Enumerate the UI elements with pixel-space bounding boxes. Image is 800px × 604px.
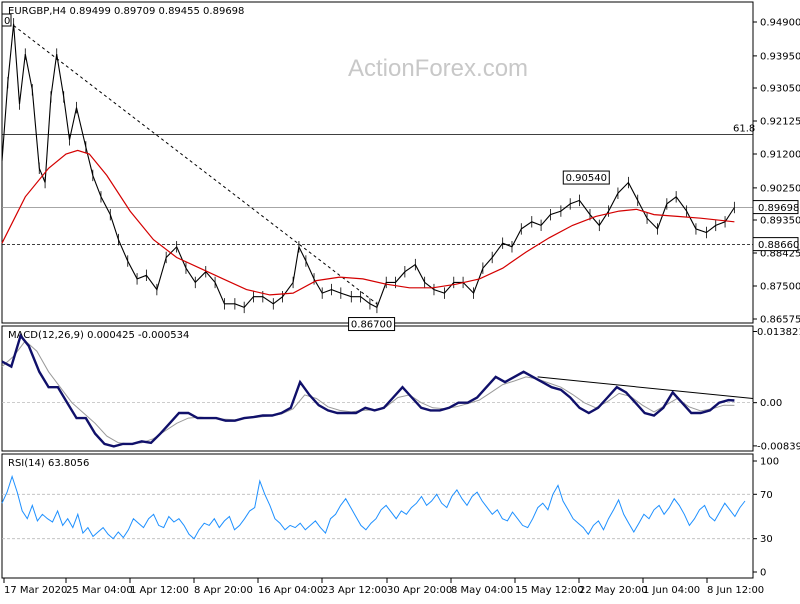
price-label: 0.88660 xyxy=(758,240,799,251)
top-left-marker-box xyxy=(1,13,12,27)
x-tick-label: 25 Mar 04:00 xyxy=(66,585,133,596)
rsi-y-tick-label: 0 xyxy=(760,568,766,579)
rsi-y-tick-label: 30 xyxy=(760,534,773,545)
macd-y-tick-label: 0.013821 xyxy=(757,327,800,338)
main-panel-frame xyxy=(1,1,754,324)
fib-label: 61.8 xyxy=(733,123,755,134)
x-tick-label: 22 May 20:00 xyxy=(579,585,648,596)
x-tick-label: 8 May 04:00 xyxy=(451,585,513,596)
price-line xyxy=(1,23,735,309)
moving-average-line xyxy=(1,149,735,296)
top-left-marker: 0 xyxy=(4,16,10,27)
main-y-tick-label: 0.91200 xyxy=(760,150,800,161)
x-tick-label: 8 Jun 12:00 xyxy=(707,585,764,596)
macd-y-tick-label: 0.00 xyxy=(760,398,782,409)
rsi-layer xyxy=(1,474,753,540)
axis-layer: 0.94900 0.93950 0.93050 0.92125 0.91200 0.902… xyxy=(3,18,800,596)
annotation-box xyxy=(348,317,396,332)
main-y-tick-label: 0.93950 xyxy=(760,51,800,62)
annotation-box xyxy=(562,170,610,185)
main-layer: 0.90540 0.86700 xyxy=(1,18,753,332)
main-y-tick-label: 0.90250 xyxy=(760,183,800,194)
rsi-label: RSI(14) 63.8056 xyxy=(8,458,89,469)
macd-line xyxy=(1,333,735,448)
watermark: ActionForex.com xyxy=(348,55,528,82)
macd-layer xyxy=(1,333,754,448)
macd-y-tick-label: -0.008397 xyxy=(757,441,800,452)
rsi-y-tick-label: 70 xyxy=(760,490,773,501)
main-y-tick-label: 0.89350 xyxy=(760,216,800,227)
rsi-panel-frame xyxy=(1,453,754,579)
annotation-label: 0.86700 xyxy=(351,320,392,331)
x-tick-label: 1 Apr 12:00 xyxy=(130,585,189,596)
main-y-tick-label: 0.87500 xyxy=(760,282,800,293)
annotation-label: 0.90540 xyxy=(566,173,607,184)
main-chart-title: EURGBP,H4 0.89499 0.89709 0.89455 0.8969… xyxy=(8,6,244,17)
main-y-tick-label: 0.86575 xyxy=(760,315,800,326)
rsi-line xyxy=(1,474,746,540)
price-label-box xyxy=(752,237,799,252)
macd-label: MACD(12,26,9) 0.000425 -0.000534 xyxy=(8,330,189,341)
macd-panel-frame xyxy=(1,325,754,452)
x-tick-label: 15 May 12:00 xyxy=(515,585,584,596)
main-y-tick-label: 0.88425 xyxy=(760,249,800,260)
x-tick-label: 17 Mar 2020 xyxy=(4,585,67,596)
price-label: 0.89698 xyxy=(758,203,799,214)
rsi-y-tick-label: 100 xyxy=(760,457,779,468)
macd-trendline xyxy=(537,376,754,400)
main-y-tick-label: 0.92125 xyxy=(760,117,800,128)
main-y-tick-label: 0.94900 xyxy=(760,18,800,29)
main-trendline xyxy=(13,25,378,305)
x-tick-label: 8 Apr 20:00 xyxy=(194,585,253,596)
x-tick-label: 1 Jun 04:00 xyxy=(643,585,700,596)
main-y-tick-label: 0.93050 xyxy=(760,84,800,95)
x-tick-label: 30 Apr 20:00 xyxy=(387,585,452,596)
x-tick-label: 23 Apr 12:00 xyxy=(322,585,387,596)
x-tick-label: 16 Apr 04:00 xyxy=(258,585,323,596)
price-label-box xyxy=(752,200,799,215)
